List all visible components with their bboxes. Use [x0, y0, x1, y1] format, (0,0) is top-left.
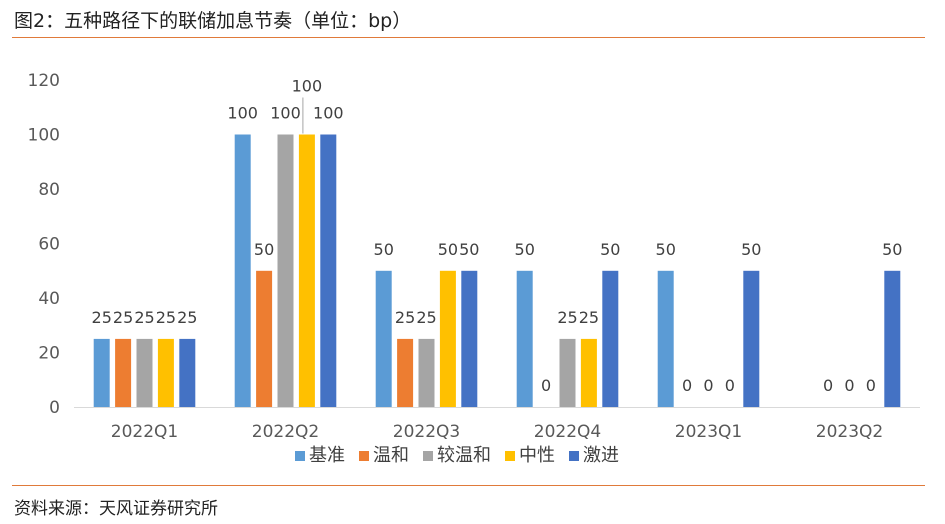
legend-swatch [569, 451, 579, 461]
bar [461, 270, 478, 408]
x-category-label: 2023Q2 [816, 422, 883, 442]
data-label: 0 [682, 376, 692, 395]
data-label: 0 [844, 376, 854, 395]
legend-swatch [359, 451, 369, 461]
data-label: 25 [557, 308, 577, 327]
y-axis: 0 20 40 60 80 100 120 [28, 71, 60, 418]
data-label: 50 [656, 240, 676, 259]
y-tick-label: 0 [49, 398, 60, 418]
data-label: 50 [600, 240, 620, 259]
bar-series [93, 134, 901, 408]
data-label: 25 [416, 308, 436, 327]
legend-label: 激进 [583, 445, 619, 466]
data-label: 0 [725, 376, 735, 395]
y-tick-label: 80 [38, 180, 60, 200]
data-label: 0 [866, 376, 876, 395]
x-category-label: 2023Q1 [675, 422, 742, 442]
data-label: 50 [882, 240, 902, 259]
bar [298, 134, 315, 407]
legend-swatch [505, 451, 515, 461]
y-tick-label: 100 [28, 126, 60, 146]
header-divider [12, 37, 925, 38]
data-label: 50 [459, 240, 479, 259]
bar [179, 338, 196, 407]
data-label: 50 [741, 240, 761, 259]
data-label: 0 [823, 376, 833, 395]
data-label: 25 [177, 308, 197, 327]
legend-label: 中性 [519, 445, 555, 466]
bar [884, 270, 901, 408]
bar [602, 270, 619, 408]
data-label: 25 [579, 308, 599, 327]
data-label: 100 [313, 104, 344, 123]
bar [516, 270, 533, 408]
y-tick-label: 120 [28, 71, 60, 91]
bar [580, 338, 597, 407]
bar [375, 270, 392, 408]
bar [559, 338, 576, 407]
bar [397, 338, 414, 407]
data-label: 0 [541, 376, 551, 395]
legend-label: 较温和 [437, 445, 491, 466]
bar [439, 270, 456, 408]
legend-label: 基准 [309, 445, 345, 466]
bar [277, 134, 294, 407]
data-label: 100 [270, 104, 301, 123]
bar [418, 338, 435, 407]
data-label: 25 [113, 308, 133, 327]
data-label: 50 [438, 240, 458, 259]
legend-label: 温和 [373, 445, 409, 466]
data-label: 100 [227, 104, 258, 123]
data-label: 100 [292, 77, 323, 96]
data-label: 50 [374, 240, 394, 259]
bar [657, 270, 674, 408]
data-label: 25 [395, 308, 415, 327]
bar [320, 134, 337, 407]
chart-title: 图2：五种路径下的联储加息节奏（单位：bp） [14, 10, 412, 32]
y-tick-label: 20 [38, 344, 60, 364]
x-axis: 2022Q1 2022Q2 2022Q3 2022Q4 2023Q1 2023Q2 [74, 407, 920, 442]
x-category-label: 2022Q4 [534, 422, 601, 442]
bar [115, 338, 132, 407]
bar [256, 270, 273, 408]
x-category-label: 2022Q2 [252, 422, 319, 442]
data-label: 50 [515, 240, 535, 259]
data-label: 0 [703, 376, 713, 395]
footer-divider [12, 485, 925, 486]
legend-swatch [423, 451, 433, 461]
data-label: 25 [134, 308, 154, 327]
bar [136, 338, 153, 407]
legend-swatch [295, 451, 305, 461]
y-tick-label: 40 [38, 289, 60, 309]
bar [743, 270, 760, 408]
data-label: 25 [92, 308, 112, 327]
source-note: 资料来源：天风证券研究所 [14, 499, 218, 519]
x-category-label: 2022Q3 [393, 422, 460, 442]
bar [234, 134, 251, 407]
bar [93, 338, 110, 407]
data-label: 50 [254, 240, 274, 259]
bar [157, 338, 174, 407]
legend: 基准 温和 较温和 中性 激进 [295, 445, 619, 466]
data-label: 25 [156, 308, 176, 327]
x-category-label: 2022Q1 [111, 422, 178, 442]
y-tick-label: 60 [38, 235, 60, 255]
